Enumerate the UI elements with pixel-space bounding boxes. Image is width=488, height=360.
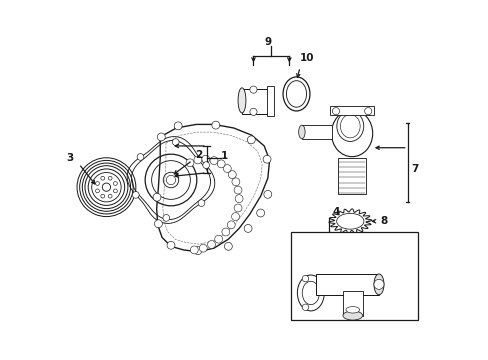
Circle shape: [249, 86, 257, 93]
Bar: [338, 158, 365, 194]
Text: 10: 10: [300, 53, 314, 63]
Circle shape: [163, 172, 179, 188]
Circle shape: [163, 215, 169, 221]
Circle shape: [153, 193, 161, 201]
Bar: [266, 86, 273, 116]
Ellipse shape: [373, 274, 383, 295]
Ellipse shape: [286, 81, 306, 107]
Circle shape: [108, 194, 112, 198]
Ellipse shape: [298, 125, 305, 139]
Ellipse shape: [297, 275, 324, 311]
Circle shape: [95, 181, 99, 185]
Circle shape: [202, 155, 209, 163]
Circle shape: [113, 181, 117, 185]
Circle shape: [264, 190, 271, 198]
Ellipse shape: [336, 213, 363, 229]
Text: 9: 9: [264, 37, 271, 47]
Text: 6: 6: [321, 298, 328, 308]
Circle shape: [194, 247, 202, 255]
Circle shape: [247, 136, 255, 144]
Ellipse shape: [302, 281, 319, 305]
Circle shape: [203, 162, 209, 168]
Text: 1: 1: [221, 151, 228, 161]
Circle shape: [145, 154, 196, 206]
Circle shape: [217, 160, 224, 168]
Bar: [343, 291, 362, 316]
Circle shape: [185, 159, 194, 167]
Circle shape: [228, 171, 236, 179]
Bar: [301, 125, 332, 139]
Circle shape: [231, 178, 239, 186]
Circle shape: [172, 139, 179, 145]
Text: 3: 3: [66, 153, 73, 163]
Circle shape: [137, 154, 143, 160]
Circle shape: [214, 235, 222, 243]
Circle shape: [194, 156, 202, 164]
Circle shape: [227, 221, 235, 229]
Circle shape: [302, 304, 308, 311]
Circle shape: [244, 225, 251, 232]
Circle shape: [174, 122, 182, 130]
Text: 5: 5: [411, 266, 418, 276]
Circle shape: [101, 176, 104, 180]
Ellipse shape: [331, 110, 372, 157]
Ellipse shape: [283, 77, 309, 111]
Ellipse shape: [342, 311, 362, 320]
Circle shape: [92, 172, 121, 202]
Circle shape: [235, 195, 243, 203]
Ellipse shape: [238, 88, 245, 113]
Bar: [329, 107, 373, 116]
Circle shape: [198, 200, 204, 206]
Ellipse shape: [336, 111, 363, 141]
Circle shape: [234, 186, 242, 194]
Circle shape: [234, 204, 242, 212]
Text: 4: 4: [331, 207, 339, 217]
Circle shape: [224, 242, 232, 250]
Circle shape: [132, 192, 139, 198]
Circle shape: [211, 121, 219, 129]
Bar: [316, 274, 378, 295]
Circle shape: [223, 165, 231, 172]
Circle shape: [113, 189, 117, 193]
Bar: [242, 89, 269, 114]
Circle shape: [210, 157, 218, 165]
Circle shape: [373, 279, 383, 289]
Circle shape: [231, 213, 239, 221]
Circle shape: [222, 228, 229, 236]
Bar: [290, 232, 418, 320]
Circle shape: [108, 176, 112, 180]
Circle shape: [364, 108, 371, 115]
Circle shape: [302, 275, 308, 282]
Circle shape: [95, 189, 99, 193]
Circle shape: [190, 246, 198, 254]
Circle shape: [154, 220, 162, 228]
Text: 8: 8: [379, 216, 386, 226]
Circle shape: [157, 133, 165, 141]
Circle shape: [167, 241, 175, 249]
Circle shape: [101, 194, 104, 198]
Text: 2: 2: [195, 150, 202, 160]
Circle shape: [102, 183, 110, 191]
Circle shape: [256, 209, 264, 217]
Circle shape: [207, 240, 215, 248]
Text: 7: 7: [410, 164, 418, 174]
Circle shape: [199, 244, 207, 252]
Circle shape: [249, 108, 257, 116]
Circle shape: [332, 108, 339, 115]
Circle shape: [263, 155, 270, 163]
Ellipse shape: [346, 307, 359, 313]
